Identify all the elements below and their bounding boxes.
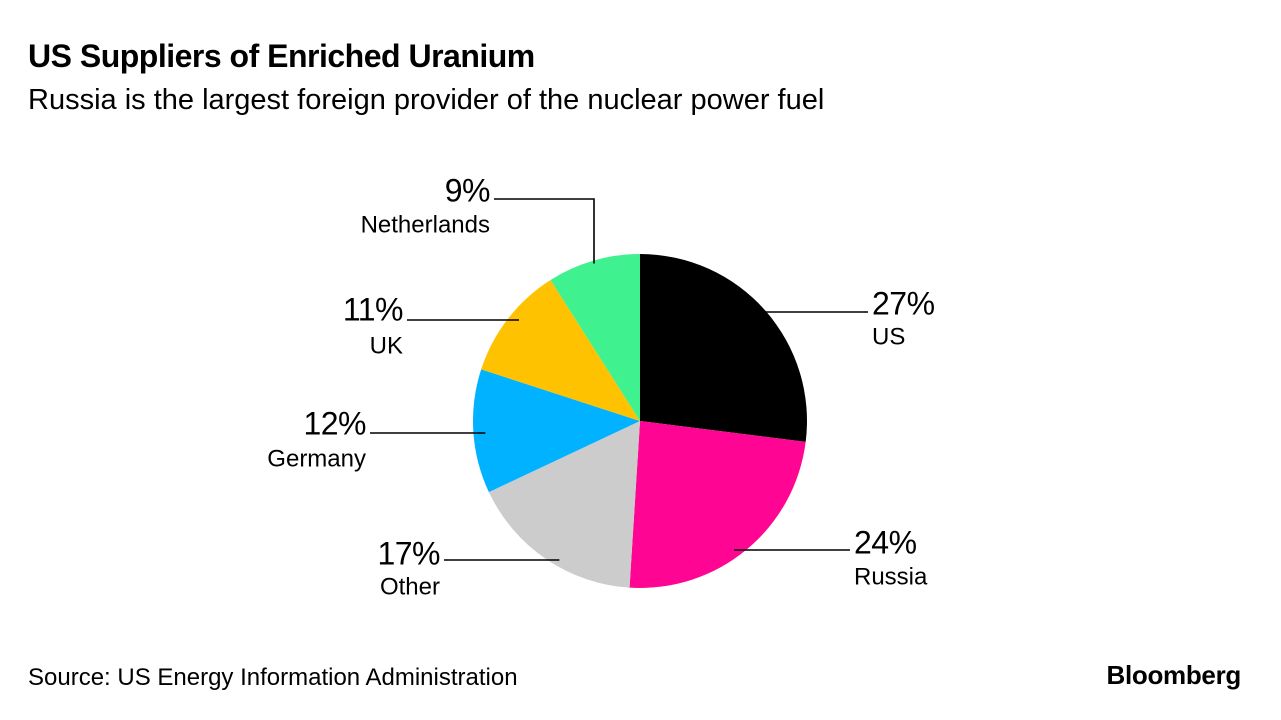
slice-value-us: 27%: [872, 285, 935, 321]
slice-label-netherlands: Netherlands: [361, 211, 490, 238]
chart-title: US Suppliers of Enriched Uranium: [28, 38, 535, 74]
leader-line-netherlands: [494, 198, 595, 264]
slice-labels: 27%US 24% Russia 17%Other 12% Germany 11% UK 9% N…: [267, 172, 935, 600]
slice-value-other: 17%: [377, 535, 440, 571]
source-note: Source: US Energy Information Administra…: [28, 664, 518, 691]
pie-slice-germany: [472, 369, 640, 493]
pie-slices: [472, 254, 807, 588]
chart-subtitle: Russia is the largest foreign provider o…: [28, 84, 825, 116]
slice-label-other: Other: [380, 573, 440, 600]
pie-slice-other: [488, 421, 640, 588]
bloomberg-logo: Bloomberg: [1106, 660, 1241, 690]
slice-label-us: US: [872, 323, 905, 350]
pie-slice-uk: [481, 280, 640, 421]
slice-label-germany: Germany: [267, 445, 366, 472]
slice-value-russia: 24%: [854, 524, 917, 560]
pie-slice-us: [640, 254, 807, 442]
slice-value-netherlands: 9%: [445, 172, 490, 208]
pie-slice-russia: [629, 421, 806, 588]
slice-value-germany: 12%: [303, 405, 366, 441]
leader-lines: [370, 198, 868, 561]
pie-slice-netherlands: [550, 254, 640, 421]
slice-value-uk: 11%: [343, 291, 403, 327]
slice-label-uk: UK: [370, 332, 403, 359]
slice-label-russia: Russia: [854, 563, 928, 590]
